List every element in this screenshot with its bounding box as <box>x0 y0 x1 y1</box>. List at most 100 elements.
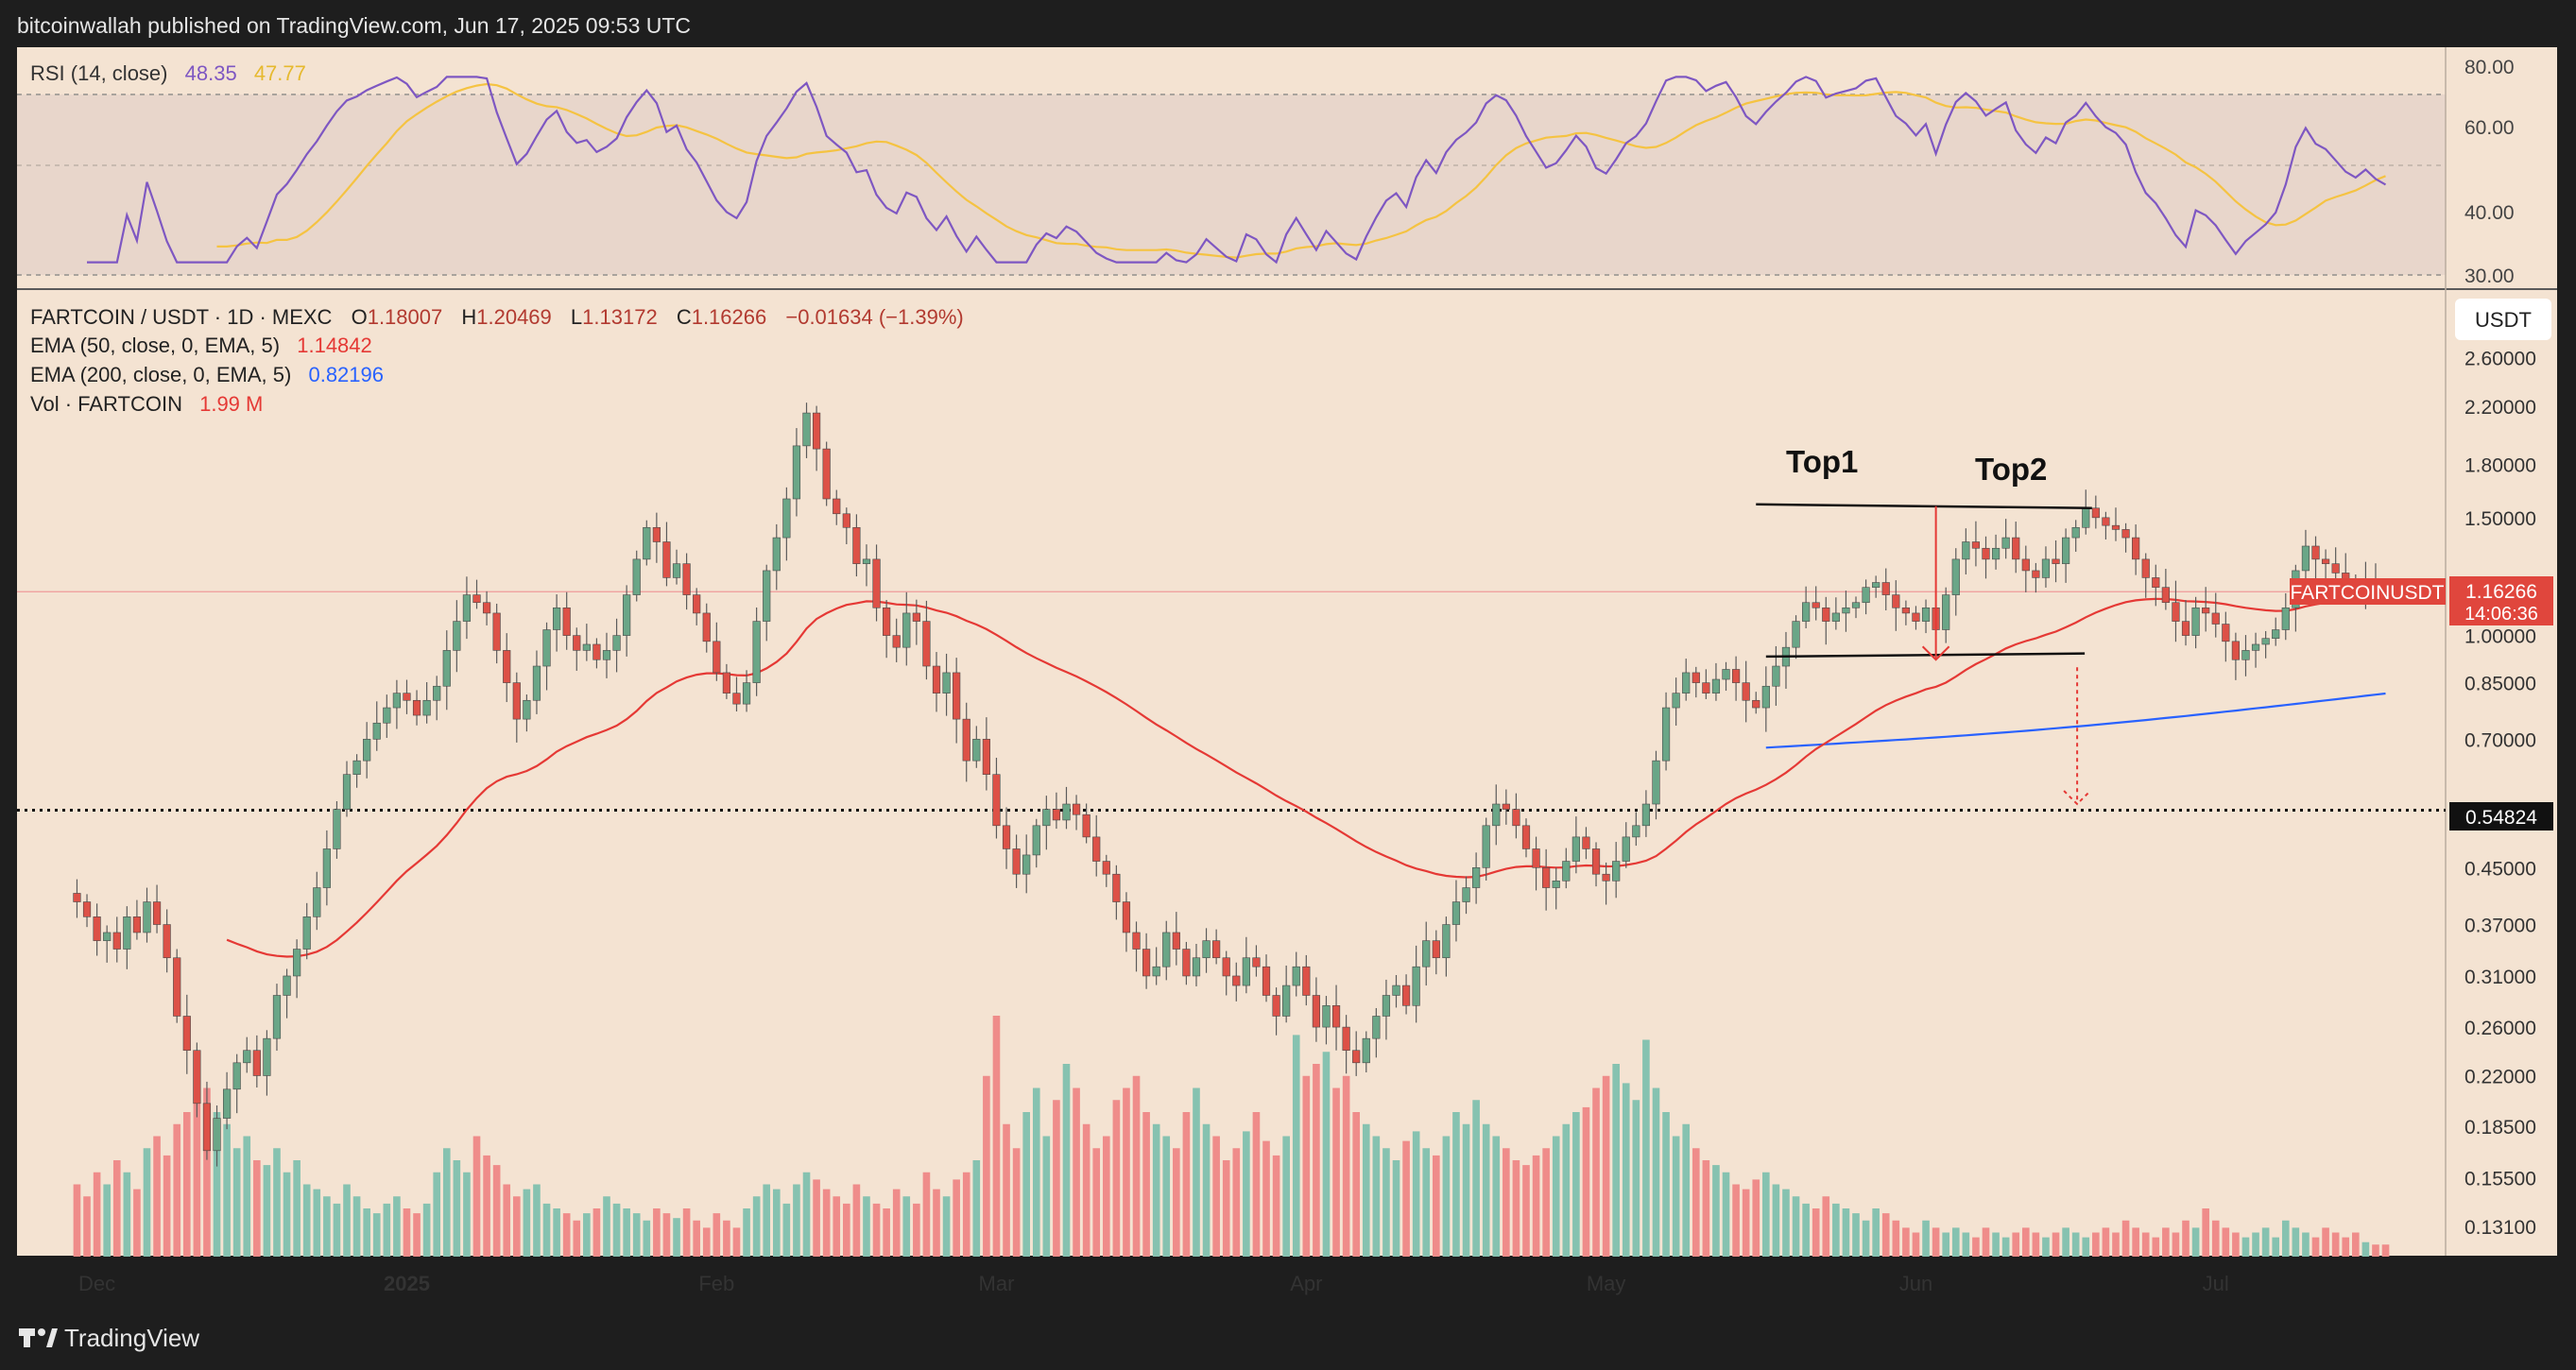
currency-button-label[interactable]: USDT <box>2475 308 2532 332</box>
volume-bar <box>273 1148 281 1257</box>
volume-bar <box>1972 1237 1980 1257</box>
volume-bar <box>592 1208 601 1257</box>
volume-bar <box>1872 1208 1880 1257</box>
volume-bar <box>333 1203 341 1257</box>
candle-body <box>2021 558 2030 572</box>
volume-bar <box>1852 1213 1860 1257</box>
candle-body <box>1521 825 1531 849</box>
volume-bar <box>1392 1160 1400 1257</box>
candle-body <box>2141 558 2150 578</box>
volume-bar <box>503 1184 511 1257</box>
volume-bar <box>662 1213 671 1257</box>
volume-bar <box>992 1016 1001 1257</box>
candle-body <box>573 635 581 651</box>
candle-body <box>1302 966 1311 996</box>
candle-body <box>512 682 521 720</box>
tradingview-brand: TradingView <box>64 1324 199 1352</box>
candle-body <box>2222 624 2230 642</box>
candle-body <box>2071 526 2080 539</box>
candle-body <box>503 650 511 683</box>
volume-bar <box>163 1155 171 1257</box>
candle-body <box>652 526 661 542</box>
candle-body <box>1622 836 1630 862</box>
ema50-line <box>226 597 2386 958</box>
volume-bar <box>1482 1123 1490 1257</box>
candle-body <box>1162 932 1171 968</box>
volume-bar <box>2032 1232 2040 1257</box>
volume-bar <box>1602 1075 1610 1257</box>
rsi-ma-value: 47.77 <box>254 61 306 85</box>
candle-body <box>1462 887 1470 902</box>
candle-body <box>1711 678 1721 694</box>
candle-body <box>1542 867 1551 888</box>
volume-bar <box>313 1189 321 1257</box>
candle-body <box>1582 836 1590 849</box>
top2-label: Top2 <box>1975 452 2047 487</box>
volume-bar <box>143 1148 151 1257</box>
candle-body <box>143 901 151 933</box>
candle-body <box>1752 699 1760 709</box>
volume-bar <box>852 1184 861 1257</box>
y-tick-label: 0.15500 <box>2464 1168 2536 1190</box>
candle-body <box>1172 932 1180 950</box>
volume-bar <box>323 1196 331 1257</box>
candle-body <box>293 949 301 977</box>
volume-bar <box>793 1184 800 1257</box>
volume-bar <box>2302 1232 2310 1257</box>
ema200-value: 0.82196 <box>308 363 384 386</box>
volume-bar <box>2102 1227 2110 1257</box>
currency-button[interactable] <box>2455 299 2551 340</box>
candle-body <box>742 682 751 705</box>
y-tick-label: 0.22000 <box>2464 1066 2536 1087</box>
volume-bar <box>433 1172 441 1257</box>
candle-body <box>422 699 431 716</box>
candles <box>73 402 2390 1167</box>
candle-body <box>1692 672 1700 683</box>
volume-bar <box>1073 1087 1080 1257</box>
candle-body <box>103 932 112 941</box>
ohlc-change: −0.01634 (−1.39%) <box>785 305 963 329</box>
volume-bar <box>883 1208 890 1257</box>
ema200-line <box>1765 692 2386 749</box>
candle-body <box>252 1050 261 1076</box>
volume-bar <box>1092 1148 1101 1257</box>
candle-body <box>582 643 591 651</box>
volume-bar <box>972 1160 981 1257</box>
candle-body <box>1942 594 1950 630</box>
candle-body <box>1362 1037 1370 1064</box>
volume-bar <box>1232 1148 1241 1257</box>
candle-body <box>232 1062 241 1090</box>
volume-bar <box>623 1208 630 1257</box>
y-tick-label: 2.20000 <box>2464 397 2536 419</box>
neckline <box>1765 652 2086 659</box>
candle-body <box>2121 529 2130 539</box>
candle-body <box>1901 607 1910 614</box>
candle-body <box>1472 867 1481 888</box>
volume-bar <box>1812 1208 1820 1257</box>
volume-bar <box>293 1160 301 1257</box>
candle-body <box>1122 901 1131 933</box>
volume-bar <box>1992 1232 2000 1257</box>
candle-body <box>383 707 391 724</box>
volume-bar <box>1173 1148 1180 1257</box>
volume-bar <box>1582 1106 1590 1257</box>
candle-body <box>1272 995 1280 1017</box>
volume-bar <box>2372 1244 2379 1257</box>
candle-body <box>1971 541 1981 549</box>
volume-bar <box>1282 1136 1290 1257</box>
volume-bar <box>1243 1131 1250 1257</box>
volume-bar <box>352 1196 361 1257</box>
volume-bar <box>2141 1232 2150 1257</box>
volume-bar <box>2092 1232 2100 1257</box>
candle-body <box>1232 975 1241 986</box>
ohlc-c: 1.16266 <box>692 305 767 329</box>
volume-bar <box>2012 1232 2020 1257</box>
volume-bar <box>2211 1220 2220 1257</box>
candle-body <box>202 1103 212 1152</box>
candle-body <box>2172 602 2180 622</box>
volume-bar <box>1442 1136 1451 1257</box>
x-tick-label: Dec <box>78 1272 115 1295</box>
candle-body <box>1192 957 1201 977</box>
